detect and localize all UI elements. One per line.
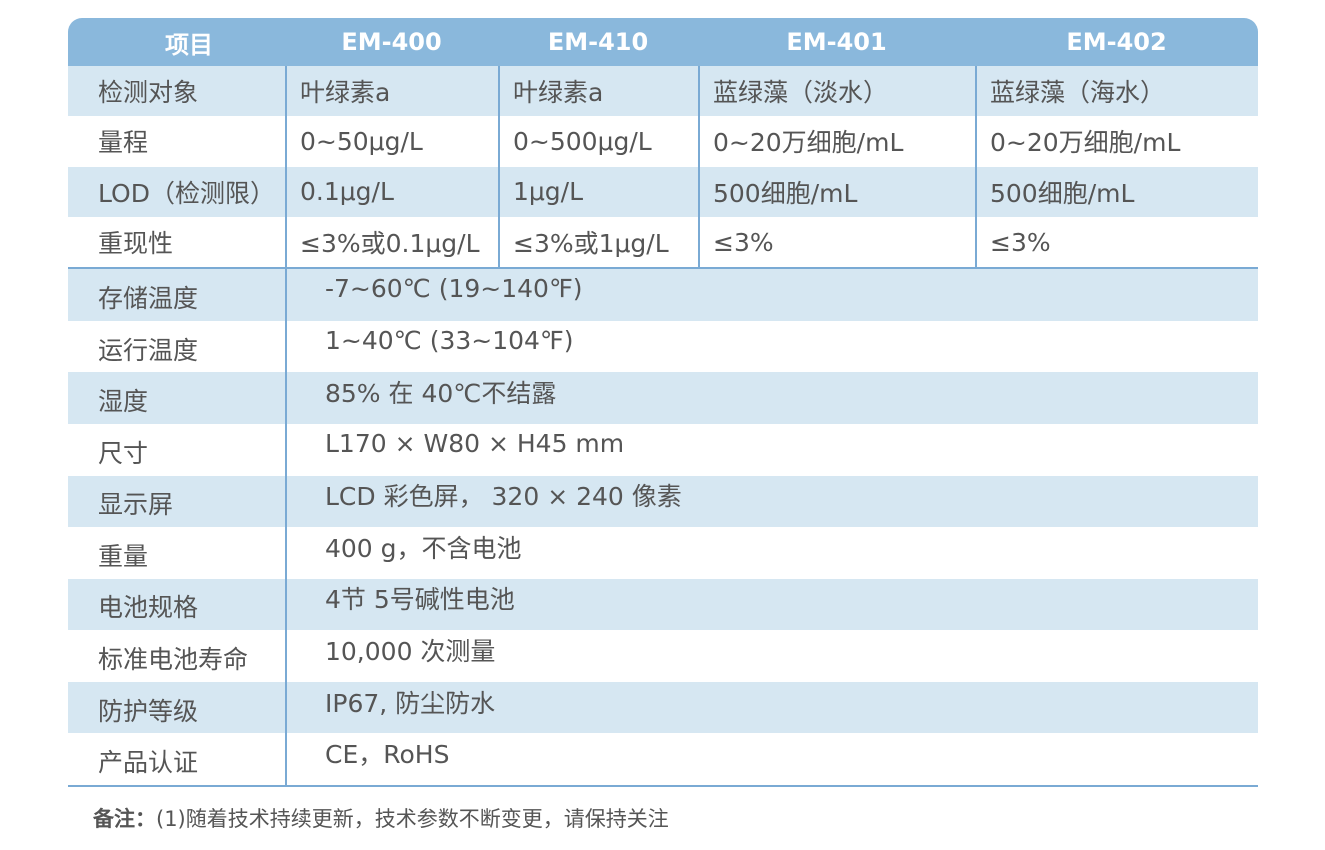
row-label: 量程 [98,128,149,158]
column-line [285,269,287,785]
row-bg [68,630,1258,682]
row-label: 运行温度 [98,335,199,365]
column-line [285,66,287,268]
column-line [698,66,700,268]
cell-value: 500细胞/mL [990,178,1135,208]
bottom-line [68,785,1258,787]
row-bg [68,578,1258,631]
row-label: 标准电池寿命 [98,645,249,675]
cell-value: ≤3%或0.1μg/L [300,229,480,259]
row-bg [68,216,1258,268]
row-bg [68,475,1258,528]
cell-value: 0~20万细胞/mL [713,128,904,158]
row-bg [68,527,1258,579]
row-label: 电池规格 [98,593,199,623]
cell-value: 1~40℃ (33~104℉) [325,326,574,356]
header-cell: 项目 [165,30,213,59]
row-bg [68,66,1258,117]
cell-value: CE，RoHS [325,740,450,770]
row-bg [68,423,1258,476]
note-label: 备注： [93,807,156,831]
row-label: 存储温度 [98,283,199,313]
cell-value: IP67, 防尘防水 [325,688,496,718]
row-bg [68,372,1258,424]
cell-value: ≤3% [713,227,774,257]
section-line [68,267,1258,270]
cell-value: 蓝绿藻（淡水） [713,78,889,108]
row-label: 检测对象 [98,78,199,108]
cell-value: 叶绿素a [513,78,604,108]
note-text: (1)随着技术持续更新，技术参数不断变更，请保持关注 [156,807,669,831]
header-bar [68,18,1258,66]
cell-value: 1μg/L [513,177,584,207]
cell-value: 400 g，不含电池 [325,533,522,563]
cell-value: L170 × W80 × H45 mm [325,429,625,459]
row-bg [68,166,1258,217]
column-line [975,66,977,268]
cell-value: 4节 5号碱性电池 [325,585,515,615]
cell-value: ≤3% [990,227,1051,257]
cell-value: 蓝绿藻（海水） [990,78,1166,108]
row-bg [68,116,1258,167]
row-label: 防护等级 [98,696,199,726]
header-cell: EM-410 [547,28,649,56]
row-label: 产品认证 [98,748,199,778]
cell-value: 0~50μg/L [300,126,423,156]
row-label: 显示屏 [98,490,174,520]
row-label: LOD（检测限） [98,178,275,208]
cell-value: 10,000 次测量 [325,637,496,667]
row-bg [68,733,1258,785]
cell-value: ≤3%或1μg/L [513,229,669,259]
row-label: 重现性 [98,229,174,259]
note: 备注：(1)随着技术持续更新，技术参数不断变更，请保持关注 [93,803,669,833]
row-label: 重量 [98,541,149,571]
row-label: 湿度 [98,387,149,417]
column-line [498,66,500,268]
row-bg [68,681,1258,734]
row-bg [68,269,1258,321]
header-cell: EM-400 [341,28,442,56]
header-cell: EM-401 [786,28,887,56]
cell-value: 85% 在 40℃不结露 [325,379,557,409]
row-label: 尺寸 [98,438,149,468]
header-cell: EM-402 [1066,28,1167,56]
cell-value: 0~500μg/L [513,126,652,156]
cell-value: 0.1μg/L [300,177,394,207]
cell-value: 500细胞/mL [713,178,858,208]
row-bg [68,320,1258,373]
cell-value: 叶绿素a [300,78,391,108]
cell-value: LCD 彩色屏， 320 × 240 像素 [325,482,682,512]
cell-value: 0~20万细胞/mL [990,128,1181,158]
cell-value: -7~60℃ (19~140℉) [325,274,583,304]
